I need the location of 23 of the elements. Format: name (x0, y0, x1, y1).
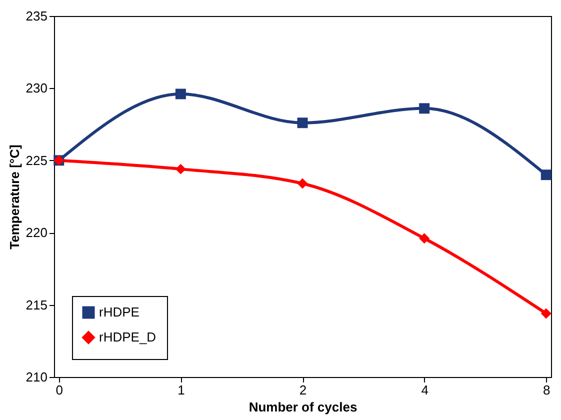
point (419, 103, 430, 114)
point (175, 88, 186, 100)
y-tick-label: 215 (26, 297, 48, 312)
point (175, 164, 186, 174)
x-tick-label: 2 (299, 382, 307, 398)
y-tick-label: 230 (26, 80, 48, 96)
point (540, 308, 552, 319)
point (297, 118, 308, 128)
point (297, 178, 308, 189)
legend-label: rHDPE (99, 304, 140, 320)
x-tick-label: 1 (178, 382, 185, 398)
y-tick-label: 225 (26, 152, 48, 168)
point (419, 233, 430, 244)
y-tick-label: 220 (26, 225, 48, 240)
y-tick-label: 235 (26, 8, 48, 24)
x-tick-label: 0 (56, 382, 63, 398)
x-tick-label: 4 (421, 382, 428, 398)
point (540, 170, 552, 180)
x-tick-label: 8 (543, 382, 550, 398)
y-axis-title: Temperature [°C] (6, 144, 22, 250)
y-tick-label: 210 (26, 370, 48, 384)
legend-label: rHDPE_D (99, 330, 156, 344)
x-axis-title: Number of cycles (248, 400, 358, 414)
